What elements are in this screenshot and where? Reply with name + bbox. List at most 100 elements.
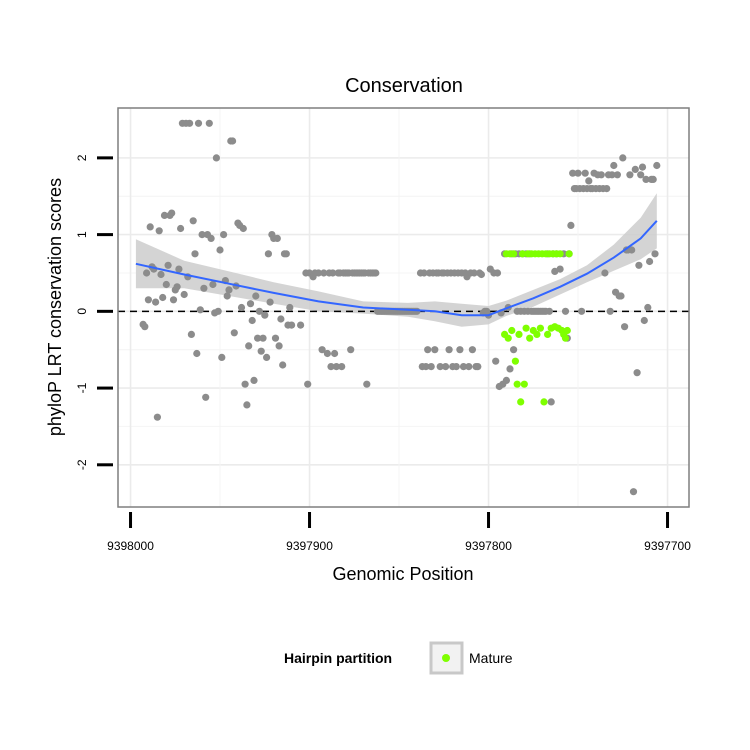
data-point	[468, 346, 476, 354]
data-point	[561, 307, 570, 315]
data-point	[617, 292, 625, 300]
data-point	[601, 269, 609, 277]
data-point	[585, 177, 593, 185]
y-tick-label: 0	[75, 308, 89, 315]
data-point	[297, 321, 305, 329]
data-point	[159, 293, 167, 302]
y-tick-label: 2	[75, 154, 89, 161]
mature-point	[509, 250, 518, 258]
data-point	[420, 269, 428, 277]
data-point	[223, 292, 231, 300]
data-point	[177, 224, 185, 233]
y-axis-label: phyloP LRT conservation scores	[45, 178, 65, 436]
data-point	[180, 290, 188, 299]
points-layer	[139, 119, 661, 496]
data-point	[436, 363, 444, 371]
data-point	[277, 315, 285, 323]
data-point	[545, 307, 554, 315]
data-point	[250, 376, 258, 384]
data-point	[187, 330, 195, 338]
chart-title: Conservation	[345, 75, 463, 97]
data-point	[642, 175, 650, 183]
data-point	[574, 169, 582, 177]
data-point	[259, 334, 267, 342]
data-point	[581, 169, 589, 177]
data-point	[456, 346, 464, 354]
mature-point	[513, 380, 521, 388]
data-point	[241, 380, 249, 388]
data-point	[597, 171, 605, 179]
data-point	[603, 185, 611, 193]
data-point	[338, 363, 346, 371]
data-point	[502, 376, 510, 384]
data-point	[198, 231, 206, 239]
data-point	[640, 316, 648, 325]
data-point	[146, 223, 154, 231]
data-point	[628, 246, 636, 254]
mature-point	[504, 334, 512, 342]
data-point	[608, 171, 616, 179]
y-axis: -2 -1 0 1 2	[75, 154, 113, 470]
data-point	[160, 211, 169, 219]
data-point	[286, 303, 294, 312]
data-point	[186, 119, 194, 127]
data-point	[347, 346, 355, 354]
data-point	[424, 346, 432, 354]
data-point	[218, 353, 226, 361]
data-point	[264, 250, 272, 258]
y-tick-label: -1	[75, 382, 89, 393]
data-point	[257, 347, 265, 355]
data-point	[631, 165, 639, 173]
mature-point	[565, 250, 573, 258]
data-point	[363, 380, 371, 388]
data-point	[225, 286, 233, 294]
data-point	[263, 353, 271, 361]
data-point	[477, 270, 485, 279]
y-tick-label: 1	[75, 231, 89, 238]
data-point	[422, 363, 430, 371]
data-point	[431, 346, 439, 354]
confidence-ribbon-layer	[135, 193, 657, 327]
data-point	[459, 363, 468, 371]
data-point	[646, 257, 654, 266]
data-point	[216, 246, 224, 254]
x-tick-label: 9398000	[107, 539, 154, 553]
mature-point	[522, 324, 530, 332]
x-axis: 9398000 9397900 9397800 9397700	[107, 512, 691, 553]
data-point	[445, 346, 453, 354]
data-point	[191, 250, 199, 258]
data-point	[619, 154, 627, 162]
data-point	[279, 361, 287, 369]
data-point	[621, 323, 629, 331]
data-point	[626, 171, 634, 179]
data-point	[271, 334, 280, 342]
data-point	[637, 171, 645, 179]
data-point	[556, 265, 564, 273]
confidence-ribbon	[135, 193, 657, 327]
mature-point	[515, 330, 523, 338]
data-point	[144, 296, 152, 304]
data-point	[327, 363, 335, 371]
mature-point	[511, 357, 519, 365]
legend-label-mature: Mature	[469, 650, 513, 666]
data-point	[248, 316, 256, 325]
data-point	[629, 488, 638, 496]
mature-point	[540, 398, 548, 406]
data-point	[649, 175, 657, 183]
data-point	[282, 250, 290, 258]
data-point	[193, 349, 201, 358]
data-point	[304, 380, 312, 388]
data-point	[638, 163, 647, 171]
data-point	[578, 307, 586, 315]
data-point	[189, 217, 197, 225]
data-point	[194, 119, 203, 127]
data-point	[314, 269, 323, 277]
data-point	[323, 349, 331, 358]
data-point	[332, 363, 340, 371]
data-point	[569, 169, 577, 177]
data-point	[275, 342, 283, 350]
data-point	[169, 296, 178, 304]
data-point	[653, 161, 661, 170]
data-point	[442, 363, 450, 371]
